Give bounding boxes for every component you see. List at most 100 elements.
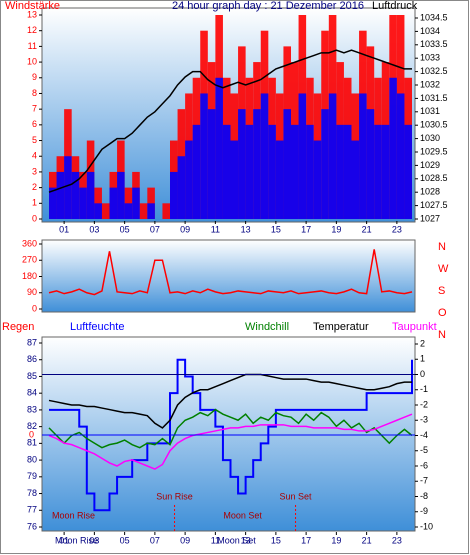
wind-bar [86, 171, 95, 219]
y-tick-label: 87 [27, 337, 37, 347]
wind-bar [170, 171, 178, 219]
legend-label: Windchill [245, 321, 289, 333]
y2-tick-label: -10 [420, 521, 433, 531]
chart-title: 24 hour graph day : 21 Dezember 2016 [172, 0, 364, 12]
compass-label: O [438, 307, 447, 319]
y-tick-label: 77 [27, 505, 37, 515]
x-tick-label: 23 [392, 224, 402, 234]
rain-label: Regen [2, 321, 34, 333]
y-tick-label: 78 [27, 488, 37, 498]
wind-bar [94, 203, 102, 219]
y2-tick-label: 1034.5 [420, 12, 448, 22]
y-tick-label: 4 [32, 151, 37, 161]
x-tick-label: 21 [362, 224, 372, 234]
rain-tick-label: 0 [29, 429, 34, 439]
y-tick-label: 81 [27, 438, 37, 448]
wind-bar [313, 140, 322, 219]
y-tick-label: 84 [27, 388, 37, 398]
y2-tick-label: -2 [420, 399, 428, 409]
wind-bar [215, 77, 223, 220]
y-tick-label: 9 [32, 72, 37, 82]
y-tick-label: 0 [32, 213, 37, 223]
wind-bar [291, 124, 299, 219]
x-tick-label: 09 [180, 535, 190, 545]
x-tick-label: 11 [211, 535, 220, 545]
wind-bar [56, 171, 65, 219]
wind-bar [298, 93, 307, 219]
y2-tick-label: 1027.5 [420, 200, 448, 210]
wind-bar [343, 124, 352, 219]
x-tick-label: 13 [241, 535, 251, 545]
wind-bar [396, 93, 405, 219]
y-tick-label: 3 [32, 166, 37, 176]
compass-label: S [438, 285, 445, 297]
wind-bar [389, 77, 397, 220]
wind-bar [336, 124, 344, 219]
series-line [48, 49, 412, 193]
annotation: Sun Rise [156, 491, 193, 501]
y2-tick-label: 1028 [420, 187, 440, 197]
y-tick-label: 2 [32, 182, 37, 192]
wind-bar [109, 187, 118, 219]
compass-label: W [438, 263, 449, 275]
y2-tick-label: -5 [420, 445, 428, 455]
y2-tick-label: -6 [420, 460, 428, 470]
y2-tick-label: 1029 [420, 160, 440, 170]
wind-bar [245, 124, 254, 219]
wind-bar [200, 93, 208, 219]
y2-tick-label: -4 [420, 430, 428, 440]
series-line [48, 413, 413, 470]
series-line [48, 373, 412, 429]
legend-label: Temperatur [313, 321, 369, 333]
wind-bar [404, 124, 412, 219]
wind-bar [381, 124, 390, 219]
y2-label: Luftdruck [372, 0, 418, 12]
y2-tick-label: 1027 [420, 213, 440, 223]
wind-bar [275, 140, 284, 219]
y2-tick-label: 1031.5 [420, 93, 448, 103]
y-tick-label: 80 [27, 454, 37, 464]
y-tick-label: 360 [22, 238, 37, 248]
wind-bar [177, 156, 186, 219]
x-tick-label: 09 [180, 224, 190, 234]
y-label: Windstärke [5, 0, 60, 12]
wind-bar [101, 203, 110, 219]
wind-bar [222, 124, 231, 219]
y2-tick-label: 1034 [420, 26, 440, 36]
wind-bar [132, 187, 140, 219]
y2-tick-label: 1033.5 [420, 39, 448, 49]
series-line [48, 408, 413, 449]
y2-tick-label: 1030 [420, 133, 440, 143]
x-tick-label: 03 [89, 224, 99, 234]
wind-bar [117, 171, 125, 219]
y-tick-label: 1 [32, 198, 37, 208]
wind-bar [139, 203, 148, 219]
y-tick-label: 76 [27, 521, 37, 531]
x-tick-label: 23 [392, 535, 402, 545]
wind-bar [374, 124, 382, 219]
y2-tick-label: 1031 [420, 106, 440, 116]
y2-tick-label: 1032 [420, 79, 440, 89]
x-tick-label: 15 [271, 224, 281, 234]
y2-tick-label: 1032.5 [420, 66, 448, 76]
wind-bar [366, 109, 375, 219]
y-tick-label: 79 [27, 471, 37, 481]
panel-direction [41, 239, 416, 313]
wind-bar [351, 140, 360, 219]
wind-bar [71, 171, 80, 219]
y-tick-label: 270 [22, 255, 37, 265]
y2-tick-label: 0 [420, 369, 425, 379]
wind-bar [238, 109, 246, 219]
x-tick-label: 07 [150, 224, 160, 234]
wind-bar [359, 93, 367, 219]
wind-bar [192, 124, 201, 219]
x-tick-label: 01 [59, 535, 69, 545]
y2-tick-label: 2 [420, 338, 425, 348]
y-tick-label: 180 [22, 271, 37, 281]
x-tick-label: 17 [301, 224, 311, 234]
annotation: Sun Set [280, 491, 313, 501]
wind-bar [207, 109, 216, 219]
y-tick-label: 7 [32, 104, 37, 114]
y-tick-label: 82 [27, 421, 37, 431]
x-tick-label: 21 [362, 535, 372, 545]
